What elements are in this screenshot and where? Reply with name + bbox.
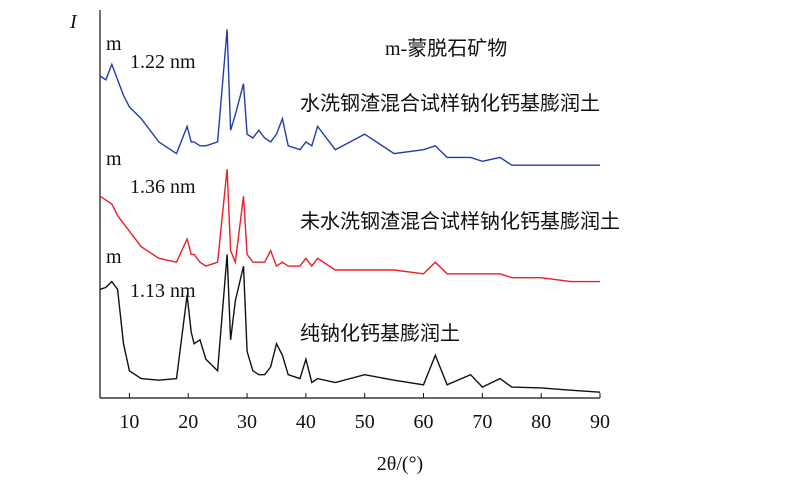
xrd-line: [99, 254, 601, 393]
d-spacing: 1.22 nm: [130, 51, 196, 73]
xrd-line: [99, 29, 600, 166]
series-label: 纯钠化钙基膨润土: [300, 322, 460, 345]
x-axis-label: 2θ/(°): [377, 453, 423, 475]
peak-marker: m: [106, 33, 122, 55]
x-tick-label: 20: [178, 411, 198, 433]
annotation-title: m-蒙脱石矿物: [385, 37, 507, 60]
series-label: 未水洗钢渣混合试样钠化钙基膨润土: [300, 210, 620, 233]
x-tick-label: 80: [531, 411, 551, 433]
x-tick-label: 60: [414, 411, 434, 433]
x-tick-label: 10: [119, 411, 139, 433]
x-tick-label: 90: [590, 411, 610, 433]
y-axis-label: I: [69, 11, 78, 33]
x-tick-label: 70: [472, 411, 492, 433]
series-label: 水洗钢渣混合试样钠化钙基膨润土: [300, 92, 600, 115]
xrd-line: [99, 169, 600, 283]
x-tick-label: 50: [355, 411, 375, 433]
x-tick-label: 40: [296, 411, 316, 433]
peak-marker: m: [106, 246, 122, 268]
d-spacing: 1.36 nm: [130, 176, 196, 198]
d-spacing: 1.13 nm: [130, 280, 196, 302]
x-tick-label: 30: [237, 411, 257, 433]
peak-marker: m: [106, 148, 122, 170]
